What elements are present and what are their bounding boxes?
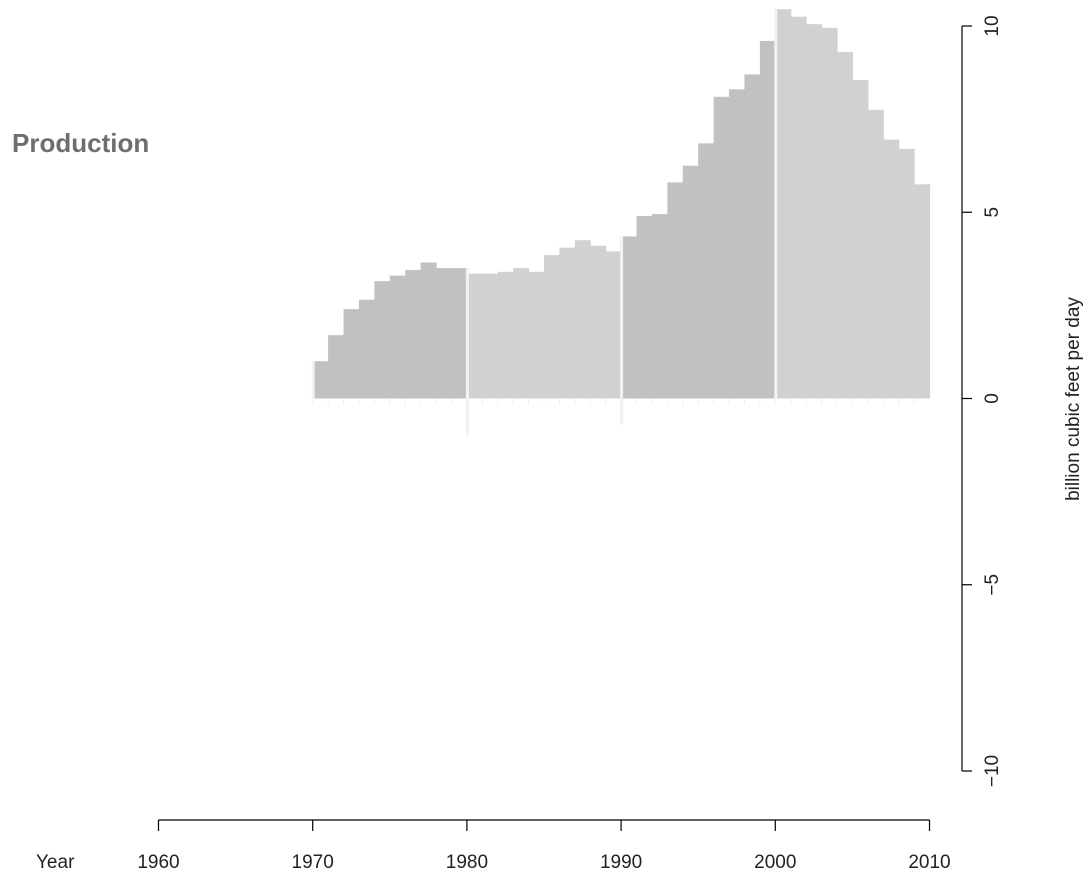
chart-title: Production [12, 128, 149, 158]
bar [821, 27, 838, 399]
x-tick-label: 1990 [600, 852, 642, 872]
bar [698, 143, 715, 399]
x-tick-label: 1960 [137, 852, 179, 872]
bar [605, 251, 622, 399]
x-tick-label: 2000 [754, 852, 796, 872]
x-tick-label: 2010 [908, 852, 950, 872]
y-tick-label: −5 [982, 574, 1003, 596]
bar [312, 361, 329, 399]
bar [852, 80, 869, 399]
bar [867, 109, 884, 399]
bars [312, 9, 931, 405]
bar [806, 24, 823, 399]
bar [759, 40, 776, 399]
bar [636, 215, 653, 399]
bar [682, 165, 699, 399]
y-tick-label: 10 [982, 15, 1003, 36]
x-tick-label: 1980 [446, 852, 488, 872]
bar [544, 255, 561, 399]
bar [775, 9, 792, 399]
bar [374, 281, 391, 399]
bar [513, 268, 530, 399]
bar [651, 214, 668, 399]
bar [466, 273, 483, 399]
bar [590, 245, 607, 399]
bar [389, 275, 406, 399]
bar [790, 16, 807, 399]
y-tick-label: −10 [982, 755, 1003, 787]
bar [621, 236, 638, 399]
bar [482, 273, 499, 399]
bar [420, 262, 437, 399]
bar [574, 240, 591, 399]
bar [405, 269, 422, 399]
bar [914, 184, 931, 399]
bar [744, 74, 761, 399]
bar [836, 52, 853, 399]
bar [528, 271, 545, 399]
bar [559, 247, 576, 399]
x-axis: 1960 1970 1980 1990 2000 2010 [137, 819, 951, 872]
y-tick-label: 0 [982, 393, 1003, 404]
bar [451, 268, 468, 399]
y-axis-label: billion cubic feet per day [1063, 297, 1084, 501]
bar [343, 309, 360, 399]
bar [497, 271, 514, 399]
bar [436, 268, 453, 399]
y-axis: −10 −5 0 5 10 [961, 15, 1003, 787]
x-axis-label: Year [36, 852, 75, 872]
bar [898, 148, 915, 399]
x-tick-label: 1970 [292, 852, 334, 872]
bar [729, 89, 746, 399]
bar [883, 139, 900, 399]
bar [358, 299, 375, 399]
bar [328, 335, 345, 399]
decade-dividers [311, 9, 778, 436]
y-tick-label: 5 [982, 207, 1003, 218]
bar [667, 182, 684, 399]
bar [713, 96, 730, 399]
